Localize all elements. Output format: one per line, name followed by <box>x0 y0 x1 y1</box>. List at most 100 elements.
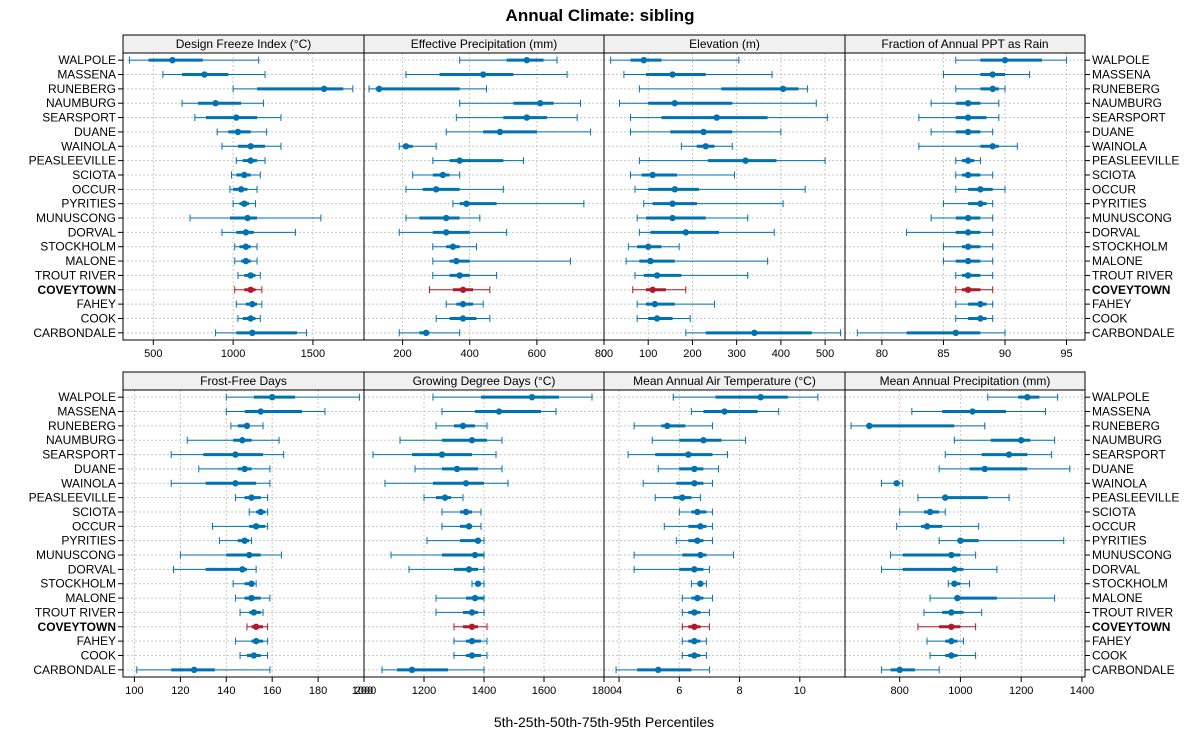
median-point <box>691 652 698 659</box>
median-point <box>964 100 972 107</box>
median-point <box>957 537 964 544</box>
median-point <box>402 143 410 150</box>
percentile-mark <box>955 171 994 179</box>
percentile-mark <box>215 329 308 337</box>
median-point <box>948 623 955 630</box>
site-label-left: WAINOLA <box>61 476 116 490</box>
median-point <box>713 114 720 121</box>
percentile-mark <box>690 408 780 416</box>
x-tick-label: 100 <box>125 685 143 697</box>
x-tick-label: 100 <box>639 348 657 360</box>
site-label-left: MUNUSCONG <box>36 548 116 562</box>
site-label-left: COOK <box>81 311 116 325</box>
x-tick-label: 4 <box>616 685 622 697</box>
median-point <box>242 257 250 265</box>
percentile-mark <box>880 479 904 487</box>
median-point <box>443 214 450 222</box>
median-point <box>685 451 692 458</box>
median-point <box>977 315 984 322</box>
percentile-mark <box>426 537 485 545</box>
site-label-left: CARBONDALE <box>33 663 116 677</box>
median-point <box>233 114 240 121</box>
percentile-mark <box>633 422 713 430</box>
x-tick-label: 180 <box>309 685 327 697</box>
median-point <box>1024 393 1031 401</box>
median-point <box>523 56 530 64</box>
median-point <box>989 71 996 78</box>
percentile-mark <box>625 257 769 265</box>
site-label-left: MASSENA <box>57 68 116 82</box>
percentile-mark <box>615 666 710 674</box>
percentile-mark <box>432 271 498 279</box>
median-point <box>246 551 253 559</box>
median-point <box>977 300 984 308</box>
percentile-mark <box>633 551 735 559</box>
site-label-right: PEASLEEVILLE <box>1092 154 1179 168</box>
median-point <box>964 171 972 179</box>
percentile-mark <box>455 114 578 122</box>
panel-title: Design Freeze Index (°C) <box>176 37 312 51</box>
x-tick-label: 400 <box>461 348 479 360</box>
site-label-left: COVEYTOWN <box>38 620 116 634</box>
percentile-mark <box>398 329 461 337</box>
median-point <box>964 114 972 121</box>
percentile-mark <box>234 243 258 251</box>
site-label-left: DORVAL <box>68 225 117 239</box>
percentile-mark <box>634 271 749 279</box>
median-point <box>721 408 728 415</box>
median-point <box>468 609 476 616</box>
median-point <box>697 580 704 587</box>
x-tick-label: 80 <box>876 348 888 360</box>
percentile-mark <box>234 594 271 602</box>
site-label-right: FAHEY <box>1092 297 1131 311</box>
panels-layer: Design Freeze Index (°C)500 1000 1500Effec… <box>29 34 1179 697</box>
percentile-mark <box>630 114 828 122</box>
median-point <box>742 157 749 164</box>
site-label-right: PYRITIES <box>1092 197 1147 211</box>
percentile-mark <box>681 637 707 645</box>
chart-title: Annual Climate: sibling <box>506 6 695 25</box>
site-label-left: PEASLEEVILLE <box>29 154 116 168</box>
percentile-mark <box>678 508 713 516</box>
median-point <box>268 393 276 401</box>
median-point <box>653 272 661 279</box>
percentile-mark <box>172 565 257 573</box>
percentile-mark <box>690 580 707 588</box>
percentile-mark <box>414 465 503 473</box>
site-label-right: MUNUSCONG <box>1092 211 1172 225</box>
median-point <box>969 408 976 415</box>
median-point <box>459 315 467 322</box>
median-point <box>923 523 931 530</box>
percentile-mark <box>162 71 266 79</box>
percentile-mark <box>955 56 1068 64</box>
site-label-right: RUNEBERG <box>1092 419 1160 433</box>
percentile-mark <box>654 494 701 502</box>
percentile-mark <box>412 171 461 179</box>
percentile-mark <box>896 522 980 530</box>
median-point <box>471 551 479 559</box>
median-point <box>453 257 460 265</box>
panel-title: Growing Degree Days (°C) <box>413 374 556 388</box>
x-tick-label: 1600 <box>532 685 556 697</box>
median-point <box>926 508 934 516</box>
panel-plot-area <box>364 53 604 340</box>
median-point <box>751 329 758 337</box>
median-point <box>242 229 250 236</box>
percentile-mark <box>435 314 491 322</box>
percentile-mark <box>194 114 282 122</box>
median-point <box>952 329 959 337</box>
percentile-mark <box>944 451 1053 459</box>
percentile-mark <box>643 200 784 208</box>
percentile-mark <box>938 465 1071 473</box>
median-point <box>948 637 955 645</box>
site-label-left: SCIOTA <box>72 168 116 182</box>
panel-frame <box>844 389 1086 678</box>
percentile-mark <box>237 271 261 279</box>
median-point <box>248 594 255 602</box>
percentile-mark <box>390 551 485 559</box>
median-point <box>691 609 698 616</box>
median-point <box>942 494 949 501</box>
median-point <box>248 494 255 501</box>
median-point <box>465 523 473 530</box>
median-point <box>242 243 250 250</box>
